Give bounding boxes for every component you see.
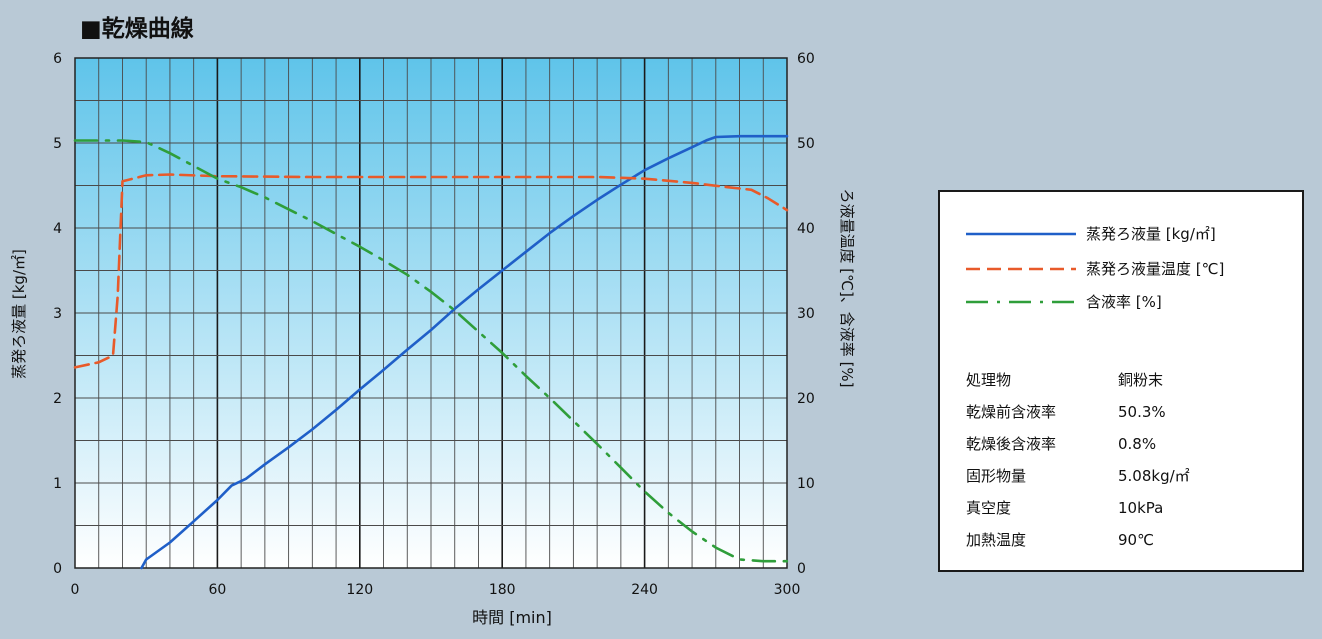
- info-value: 銅粉末: [1118, 371, 1164, 389]
- legend-label: 蒸発ろ液量 [kg/㎡]: [1086, 225, 1216, 243]
- info-key: 処理物: [966, 371, 1012, 389]
- legend-swatch-solid: [966, 232, 1076, 236]
- x-tick-label: 0: [71, 582, 80, 598]
- y-axis-label-right: ろ液量温度 [℃]、含液率 [%]: [838, 188, 856, 387]
- y-tick-label-right: 10: [797, 476, 815, 492]
- y-axis-label-left: 蒸発ろ液量 [kg/㎡]: [10, 249, 28, 379]
- info-key: 乾燥後含液率: [966, 435, 1057, 453]
- y-tick-label-right: 0: [797, 561, 806, 577]
- y-tick-label-left: 5: [53, 136, 62, 152]
- legend-panel: 蒸発ろ液量 [kg/㎡] 蒸発ろ液量温度 [℃] 含液率 [%] 処理物 銅粉末…: [938, 190, 1304, 572]
- grid: [75, 58, 787, 568]
- y-tick-label-right: 30: [797, 306, 815, 322]
- plot-border: [74, 57, 788, 569]
- x-tick-label: 120: [346, 582, 373, 598]
- y-tick-label-right: 60: [797, 51, 815, 67]
- x-tick-label: 240: [631, 582, 658, 598]
- x-tick-label: 60: [208, 582, 226, 598]
- y-tick-label-left: 0: [53, 561, 62, 577]
- legend-label: 含液率 [%]: [1086, 293, 1162, 311]
- y-tick-label-left: 3: [53, 306, 62, 322]
- info-key: 固形物量: [966, 467, 1027, 485]
- y-tick-label-right: 50: [797, 136, 815, 152]
- info-value: 10kPa: [1118, 499, 1164, 517]
- info-value: 50.3%: [1118, 403, 1166, 421]
- chart-title: ■乾燥曲線: [80, 15, 194, 42]
- info-key: 真空度: [966, 499, 1012, 517]
- x-axis-label: 時間 [min]: [472, 608, 552, 627]
- legend-swatch-dashdot: [966, 300, 1076, 304]
- legend-label: 蒸発ろ液量温度 [℃]: [1086, 260, 1225, 278]
- legend-swatch-dashed: [966, 267, 1076, 271]
- series-line-temperature: [73, 173, 789, 369]
- info-value: 5.08kg/㎡: [1118, 467, 1190, 485]
- x-tick-label: 300: [774, 582, 801, 598]
- info-key: 加熱温度: [966, 531, 1027, 549]
- series-line-moisture: [73, 139, 789, 563]
- info-key: 乾燥前含液率: [966, 403, 1057, 421]
- series-line-evaporation: [140, 134, 789, 570]
- info-value: 90℃: [1118, 531, 1154, 549]
- info-value: 0.8%: [1118, 435, 1157, 453]
- y-tick-label-left: 2: [53, 391, 62, 407]
- series-lines: [73, 134, 789, 570]
- y-tick-label-right: 20: [797, 391, 815, 407]
- x-tick-label: 180: [489, 582, 516, 598]
- y-tick-label-right: 40: [797, 221, 815, 237]
- y-tick-label-left: 1: [53, 476, 62, 492]
- y-tick-label-left: 4: [53, 221, 62, 237]
- y-tick-label-left: 6: [53, 51, 62, 67]
